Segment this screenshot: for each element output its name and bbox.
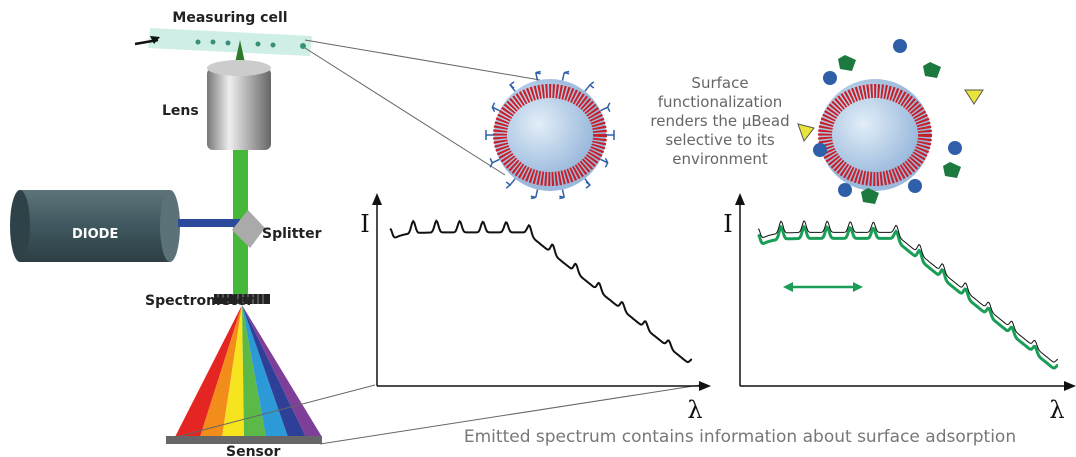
splitter bbox=[232, 210, 265, 248]
spectrometer-label: Spectrometer bbox=[145, 293, 253, 309]
particles bbox=[195, 39, 306, 49]
lens-label: Lens bbox=[162, 103, 199, 119]
sensor-label: Sensor bbox=[226, 444, 280, 457]
arrow-head bbox=[735, 193, 745, 205]
receptor bbox=[485, 130, 494, 140]
link-line bbox=[319, 384, 701, 445]
description-line: environment bbox=[672, 150, 768, 168]
receptor bbox=[508, 81, 516, 92]
rainbow-fan bbox=[175, 305, 322, 437]
receptor bbox=[505, 178, 516, 189]
blue-beam bbox=[178, 219, 240, 227]
diode-end bbox=[160, 190, 180, 262]
shift-arrow-head bbox=[853, 282, 863, 292]
graphs: Iλ Iλ bbox=[360, 193, 1076, 424]
diode-label: DIODE bbox=[72, 227, 118, 242]
splitter-label: Splitter bbox=[262, 226, 322, 242]
diode bbox=[20, 190, 170, 262]
diode-end bbox=[10, 190, 30, 262]
receptor bbox=[606, 130, 615, 140]
receptor bbox=[489, 157, 500, 168]
description-line: Surface bbox=[691, 74, 748, 92]
y-label: I bbox=[360, 210, 369, 238]
shift-arrow-head bbox=[783, 282, 793, 292]
spectrometer-grating bbox=[214, 294, 270, 304]
receptor bbox=[584, 178, 592, 189]
lens bbox=[207, 68, 271, 150]
zoom-line bbox=[304, 39, 541, 81]
receptor bbox=[600, 102, 611, 113]
zoom-line bbox=[304, 47, 506, 176]
arrow-head bbox=[372, 193, 382, 205]
lens-top bbox=[207, 60, 271, 76]
receptor bbox=[561, 70, 570, 81]
spectrum-shifted bbox=[757, 224, 1059, 370]
spectrum bbox=[757, 220, 1059, 363]
x-label: λ bbox=[1049, 396, 1064, 424]
description-line: functionalization bbox=[658, 93, 783, 111]
spectrum bbox=[389, 219, 693, 364]
receptor bbox=[584, 81, 595, 92]
description-line: renders the μBead bbox=[650, 112, 789, 130]
sensor bbox=[166, 436, 322, 444]
flow-arrow-head bbox=[150, 36, 160, 44]
bead-plain bbox=[485, 70, 615, 200]
description-line: selective to its bbox=[665, 131, 774, 149]
receptor bbox=[530, 189, 539, 200]
measuring-cell-label: Measuring cell bbox=[172, 10, 287, 26]
arrow-head bbox=[699, 381, 711, 391]
x-label: λ bbox=[687, 396, 702, 424]
arrow-head bbox=[1064, 381, 1076, 391]
link-line bbox=[179, 384, 376, 437]
receptor bbox=[600, 157, 609, 168]
bead-functionalized bbox=[797, 39, 984, 204]
receptor bbox=[535, 70, 541, 81]
y-label: I bbox=[723, 210, 732, 238]
receptor bbox=[491, 102, 500, 113]
caption: Emitted spectrum contains information ab… bbox=[464, 427, 1016, 447]
receptor bbox=[559, 189, 565, 200]
